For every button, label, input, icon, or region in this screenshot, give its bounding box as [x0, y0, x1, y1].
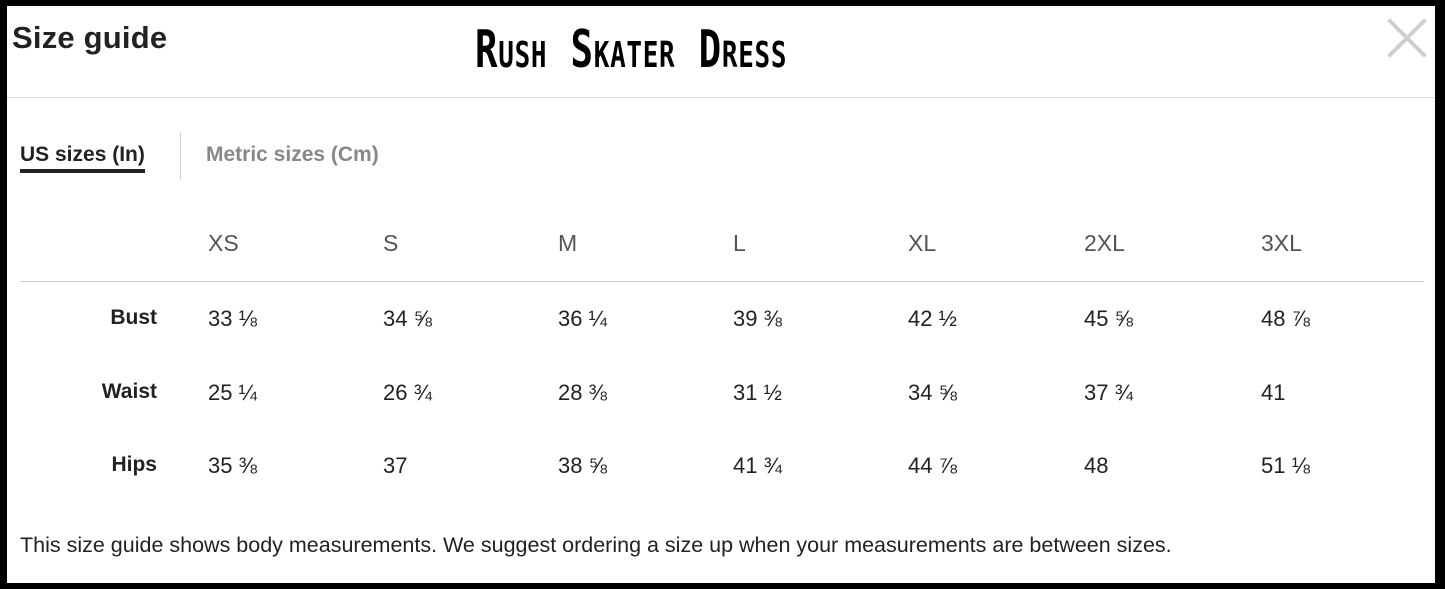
- close-icon[interactable]: [1386, 17, 1428, 59]
- column-header: 3XL: [1261, 230, 1302, 256]
- table-cell: 38 ⅝: [558, 453, 607, 478]
- table-cell: 39 ⅜: [733, 306, 782, 331]
- table-cell: 34 ⅝: [908, 380, 957, 405]
- column-header: L: [733, 230, 746, 256]
- row-label: Waist: [101, 380, 157, 403]
- size-guide-modal: Size guide Rush Skater Dress US sizes (I…: [7, 6, 1435, 583]
- column-header: M: [558, 230, 578, 256]
- row-label: Bust: [110, 306, 157, 329]
- header-divider: [7, 97, 1435, 98]
- table-cell: 25 ¼: [208, 380, 257, 405]
- column-header: XS: [208, 230, 239, 256]
- table-cell: 26 ¾: [383, 380, 432, 405]
- table-header-divider: [20, 281, 1424, 282]
- modal-title: Size guide: [12, 20, 168, 55]
- tab-us-sizes[interactable]: US sizes (In): [20, 143, 145, 173]
- table-cell: 42 ½: [908, 306, 957, 331]
- tab-metric-sizes[interactable]: Metric sizes (Cm): [206, 143, 379, 166]
- table-cell: 36 ¼: [558, 306, 607, 331]
- table-cell: 45 ⅝: [1084, 306, 1133, 331]
- table-cell: 41: [1261, 380, 1286, 405]
- table-cell: 34 ⅝: [383, 306, 432, 331]
- table-cell: 48: [1084, 453, 1109, 478]
- table-cell: 37: [383, 453, 408, 478]
- row-label: Hips: [111, 453, 157, 476]
- column-header: XL: [908, 230, 937, 256]
- footnote: This size guide shows body measurements.…: [20, 533, 1172, 557]
- column-header: S: [383, 230, 399, 256]
- column-header: 2XL: [1084, 230, 1125, 256]
- table-cell: 31 ½: [733, 380, 782, 405]
- tab-divider: [180, 132, 181, 180]
- table-cell: 37 ¾: [1084, 380, 1133, 405]
- product-name: Rush Skater Dress: [475, 20, 788, 80]
- table-cell: 44 ⅞: [908, 453, 957, 478]
- table-cell: 33 ⅛: [208, 306, 257, 331]
- table-cell: 35 ⅜: [208, 453, 257, 478]
- table-cell: 48 ⅞: [1261, 306, 1310, 331]
- table-cell: 41 ¾: [733, 453, 782, 478]
- table-cell: 51 ⅛: [1261, 453, 1310, 478]
- table-cell: 28 ⅜: [558, 380, 607, 405]
